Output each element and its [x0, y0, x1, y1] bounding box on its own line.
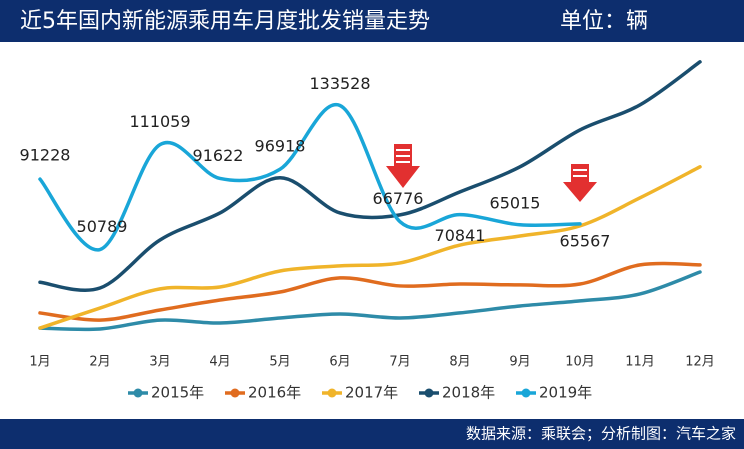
data-label: 91622 [193, 146, 244, 165]
series-line [38, 165, 702, 330]
x-tick-label: 11月 [625, 355, 655, 370]
legend-label: 2016年 [248, 384, 301, 402]
legend-swatch [521, 388, 531, 398]
data-label: 111059 [129, 112, 190, 131]
x-tick-label: 4月 [209, 355, 230, 370]
legend-label: 2017年 [345, 384, 398, 402]
data-label: 65567 [560, 231, 611, 250]
footer-bar [0, 419, 744, 449]
x-tick-label: 6月 [329, 355, 350, 370]
legend-swatch [133, 388, 143, 398]
chart-subtitle: 单位：辆 [560, 9, 648, 34]
legend-swatch [327, 388, 337, 398]
series-line [38, 60, 702, 292]
data-label: 50789 [77, 217, 128, 236]
data-label: 70841 [435, 226, 486, 245]
data-label: 96918 [255, 137, 306, 156]
series-line [38, 261, 702, 322]
arrow [563, 164, 597, 202]
legend-label: 2018年 [442, 384, 495, 402]
x-tick-label: 7月 [389, 355, 410, 370]
source: 数据来源：乘联会；分析制图：汽车之家 [466, 425, 736, 443]
x-tick-label: 12月 [685, 355, 715, 370]
data-label: 91228 [20, 146, 71, 165]
legend-label: 2015年 [151, 384, 204, 402]
title-bar [0, 0, 744, 42]
legend-swatch [424, 388, 434, 398]
x-tick-label: 10月 [565, 355, 595, 370]
data-label: 133528 [309, 74, 370, 93]
legend-swatch [230, 388, 240, 398]
x-tick-label: 5月 [269, 355, 290, 370]
data-label: 65015 [490, 193, 541, 212]
arrow [386, 144, 420, 188]
x-tick-label: 3月 [149, 355, 170, 370]
x-tick-label: 1月 [29, 355, 50, 370]
data-label: 66776 [373, 189, 424, 208]
chart-title: 近5年国内新能源乘用车月度批发销量走势 [20, 9, 430, 34]
x-tick-label: 8月 [449, 355, 470, 370]
series-line [38, 270, 702, 332]
x-tick-label: 9月 [509, 355, 530, 370]
legend-label: 2019年 [539, 384, 592, 402]
series-line [38, 103, 582, 252]
x-tick-label: 2月 [89, 355, 110, 370]
